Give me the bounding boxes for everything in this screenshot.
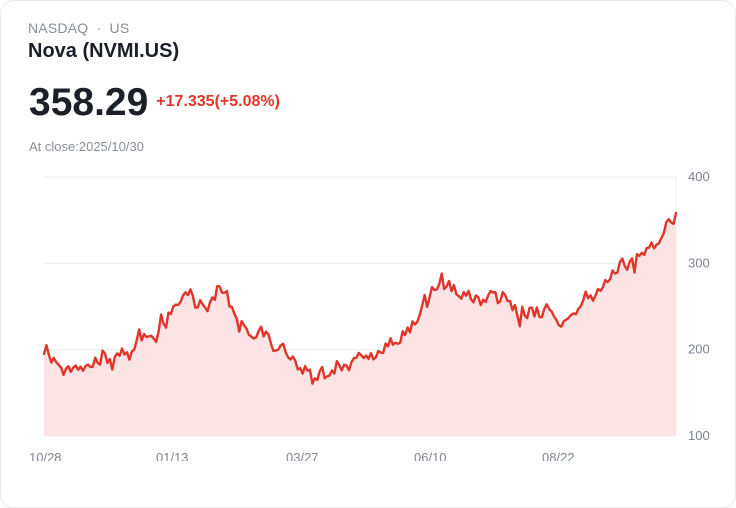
svg-text:01/13: 01/13 <box>156 450 189 461</box>
svg-text:06/10: 06/10 <box>414 450 447 461</box>
svg-text:03/27: 03/27 <box>286 450 319 461</box>
svg-text:200: 200 <box>688 342 710 357</box>
svg-text:300: 300 <box>688 255 710 270</box>
svg-text:100: 100 <box>688 428 710 443</box>
svg-text:10/28: 10/28 <box>29 450 62 461</box>
svg-text:08/22: 08/22 <box>542 450 575 461</box>
svg-text:400: 400 <box>688 169 710 184</box>
